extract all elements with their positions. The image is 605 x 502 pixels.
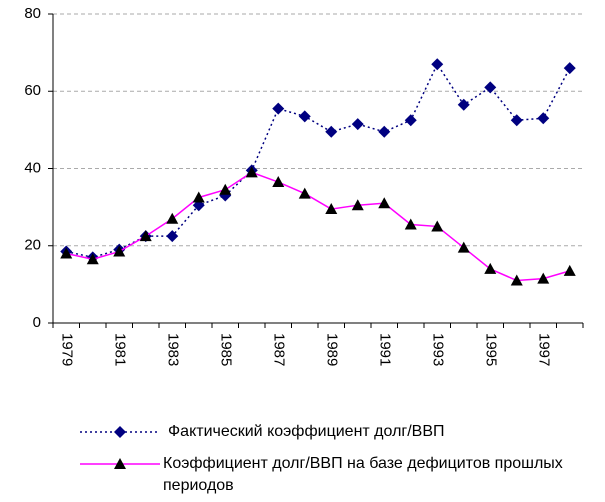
y-tick-label: 60 (24, 82, 41, 99)
marker (245, 166, 258, 178)
marker (272, 102, 285, 115)
marker (537, 112, 550, 125)
marker (484, 81, 497, 94)
marker (139, 230, 152, 242)
marker (563, 62, 576, 75)
series-line (66, 62, 571, 259)
y-tick-label: 80 (24, 5, 41, 22)
marker (60, 247, 73, 259)
marker (114, 426, 126, 438)
x-tick-label: 1993 (429, 333, 446, 366)
marker (86, 253, 99, 265)
marker (113, 245, 126, 257)
x-tick-label: 1991 (376, 333, 393, 366)
marker (457, 241, 470, 253)
marker (431, 58, 444, 71)
legend-label: Коэффициент долг/ВВП на базе дефицитов п… (163, 455, 563, 494)
marker (298, 110, 311, 123)
marker (219, 183, 232, 195)
x-tick-label: 1985 (217, 333, 234, 366)
marker (378, 125, 391, 138)
marker (537, 272, 550, 284)
marker (431, 220, 444, 232)
marker (510, 274, 523, 286)
marker (351, 199, 364, 211)
y-tick-label: 20 (24, 237, 41, 254)
marker (192, 191, 205, 203)
marker (378, 197, 391, 209)
x-tick-label: 1997 (535, 333, 552, 366)
marker (563, 264, 576, 276)
marker (298, 187, 311, 199)
y-tick-label: 40 (24, 159, 41, 176)
x-tick-label: 1987 (270, 333, 287, 366)
x-tick-label: 1983 (164, 333, 181, 366)
x-tick-label: 1979 (58, 333, 75, 366)
x-tick-label: 1981 (111, 333, 128, 366)
marker (325, 125, 338, 138)
marker (166, 230, 179, 243)
x-tick-label: 1989 (323, 333, 340, 366)
marker (166, 212, 179, 224)
marker (404, 218, 417, 230)
marker (272, 176, 285, 188)
marker (484, 262, 497, 274)
marker (404, 114, 417, 127)
marker (114, 458, 126, 469)
legend-label: Фактический коэффициент долг/ВВП (168, 423, 445, 440)
marker (325, 203, 338, 215)
y-tick-label: 0 (33, 314, 41, 331)
marker (510, 114, 523, 127)
marker (351, 118, 364, 131)
marker (457, 98, 470, 111)
series-line (66, 171, 570, 282)
x-tick-label: 1995 (482, 333, 499, 366)
